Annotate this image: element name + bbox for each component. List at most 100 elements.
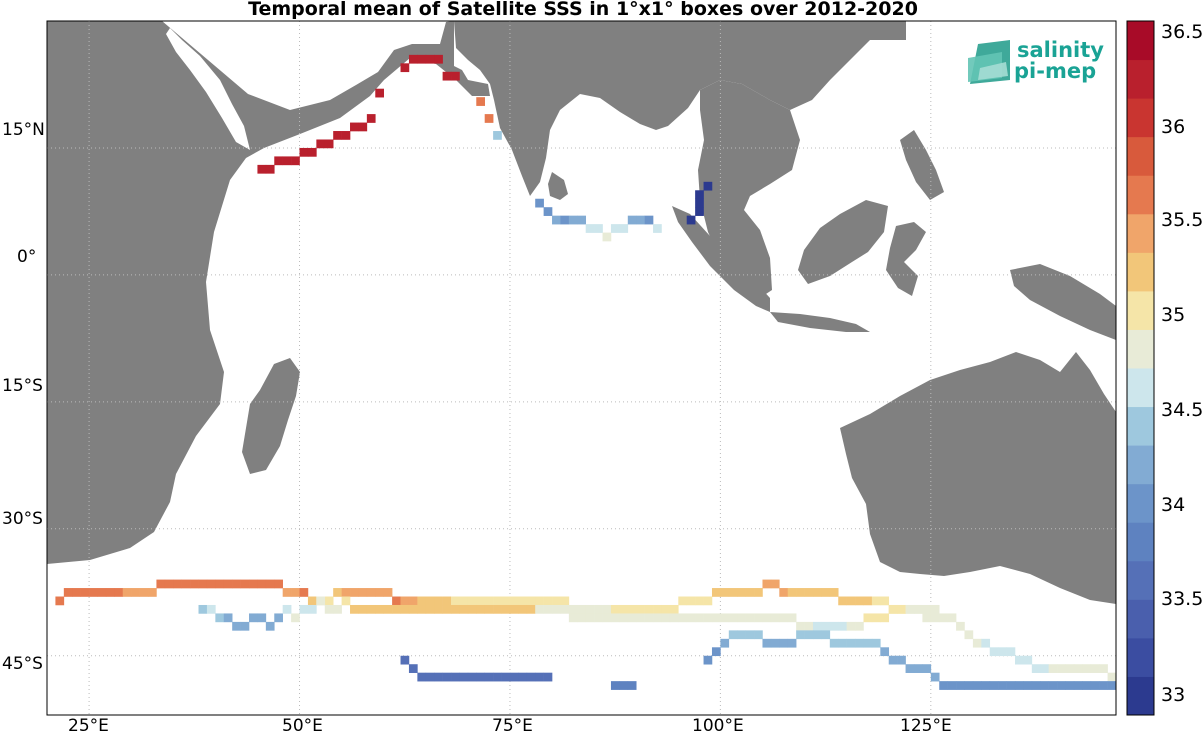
- sss-cell: [897, 655, 906, 665]
- sss-cell: [392, 604, 401, 614]
- sss-cell: [905, 604, 915, 614]
- sss-cell: [350, 588, 359, 597]
- sss-cell: [55, 596, 65, 606]
- sss-cell: [324, 139, 334, 149]
- sss-cell: [274, 156, 283, 166]
- sss-cell: [333, 131, 342, 140]
- borneo-land: [798, 200, 888, 284]
- sss-cell: [594, 224, 603, 233]
- sss-cell: [787, 588, 797, 597]
- sss-cell: [1057, 664, 1066, 673]
- sss-cell: [644, 215, 654, 225]
- sss-cell: [636, 613, 645, 623]
- logo-text-salinity: salinity: [1017, 38, 1104, 62]
- sss-cell: [863, 596, 873, 606]
- sss-cell: [417, 604, 427, 614]
- sss-cell: [358, 604, 368, 614]
- sss-cell: [1090, 681, 1100, 690]
- sss-cell: [552, 604, 561, 614]
- sss-cell: [779, 613, 789, 623]
- sss-cell: [114, 588, 124, 597]
- sss-cell: [737, 613, 746, 623]
- colorbar-segment: [1127, 637, 1154, 677]
- sss-cell: [695, 207, 704, 216]
- sss-cell: [249, 613, 258, 623]
- sss-cell: [442, 604, 452, 614]
- sss-cell: [173, 579, 182, 589]
- sss-cell: [417, 672, 427, 682]
- sss-cell: [855, 638, 864, 648]
- sss-cell: [888, 655, 898, 665]
- sss-cell: [434, 596, 443, 606]
- sss-cell: [476, 672, 486, 682]
- sss-cell: [1040, 681, 1049, 690]
- sss-cell: [232, 579, 241, 589]
- sss-cell: [282, 156, 292, 166]
- colorbar-label-33-5: 33.5: [1161, 588, 1204, 610]
- sss-cell: [451, 672, 460, 682]
- sss-cell: [535, 596, 544, 606]
- sss-cell: [148, 588, 157, 597]
- sss-cell: [568, 215, 578, 225]
- sss-cell: [1082, 664, 1092, 673]
- sss-cell: [1031, 681, 1041, 690]
- sss-cell: [956, 681, 965, 690]
- sss-cell: [341, 131, 351, 140]
- sss-cell: [518, 604, 528, 614]
- sss-cell: [720, 588, 730, 597]
- sss-cell: [509, 604, 519, 614]
- sss-cell: [249, 579, 258, 589]
- sss-cell: [417, 596, 427, 606]
- sss-cell: [922, 604, 932, 614]
- sss-cell: [762, 613, 772, 623]
- sss-cell: [299, 147, 309, 157]
- map-frame: [46, 20, 1117, 716]
- sss-cell: [408, 664, 418, 673]
- sss-cell: [610, 604, 620, 614]
- sss-cell: [333, 604, 342, 614]
- australia-land: [840, 352, 1116, 604]
- sss-cell: [627, 681, 637, 690]
- sss-cell: [358, 588, 368, 597]
- sss-cell: [543, 604, 553, 614]
- sss-cell: [1048, 681, 1058, 690]
- sss-cell: [796, 588, 805, 597]
- sss-cell: [804, 621, 814, 631]
- sss-cell: [821, 630, 831, 640]
- sss-cell: [779, 638, 789, 648]
- java-land: [770, 312, 870, 332]
- sss-cell: [787, 613, 797, 623]
- sss-cell: [695, 596, 704, 606]
- sss-cell: [627, 604, 637, 614]
- colorbar-segment: [1127, 175, 1154, 215]
- sss-cell: [274, 579, 283, 589]
- colorbar-segment: [1127, 136, 1154, 176]
- sulawesi-land: [886, 222, 926, 296]
- sss-cell: [594, 613, 603, 623]
- sss-cell: [947, 613, 957, 623]
- sss-cell: [686, 596, 696, 606]
- sss-cell: [770, 613, 780, 623]
- sss-cell: [307, 604, 317, 614]
- sss-cell: [316, 139, 326, 149]
- sss-cell: [913, 604, 923, 614]
- sss-cell: [257, 164, 267, 174]
- sss-cell: [392, 596, 401, 606]
- sss-cell: [821, 588, 831, 597]
- sss-cell: [434, 54, 443, 64]
- sss-cell: [981, 681, 991, 690]
- sss-cell: [610, 613, 620, 623]
- sss-cell: [400, 604, 410, 614]
- india-land: [454, 21, 906, 196]
- sss-cell: [745, 613, 755, 623]
- colorbar-label-36: 36: [1161, 116, 1186, 138]
- lon-label-25e: 25°E: [68, 716, 109, 736]
- sss-cell: [821, 621, 831, 631]
- sss-cell: [863, 638, 873, 648]
- sss-cell: [316, 596, 326, 606]
- lat-label-0: 0°: [17, 247, 37, 267]
- colorbar-segment: [1127, 21, 1154, 61]
- sss-cell: [669, 604, 679, 614]
- sss-cell: [560, 596, 570, 606]
